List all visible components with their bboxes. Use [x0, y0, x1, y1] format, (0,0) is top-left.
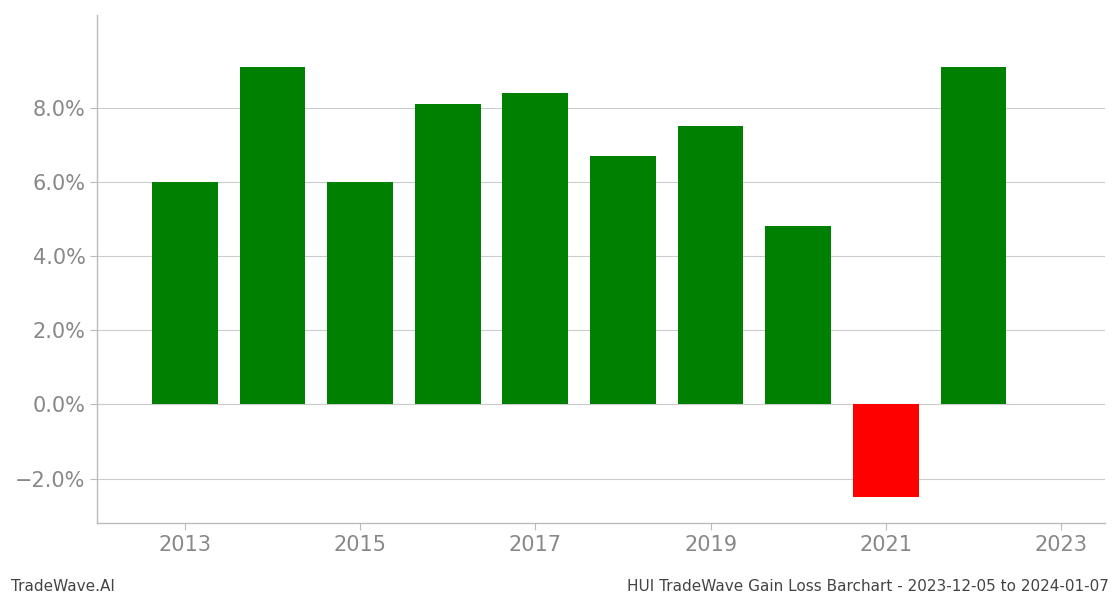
Bar	[327, 182, 393, 404]
Bar	[503, 93, 568, 404]
Bar	[941, 67, 1007, 404]
Bar	[152, 182, 217, 404]
Bar	[853, 404, 918, 497]
Bar	[765, 226, 831, 404]
Bar	[240, 67, 306, 404]
Text: HUI TradeWave Gain Loss Barchart - 2023-12-05 to 2024-01-07: HUI TradeWave Gain Loss Barchart - 2023-…	[627, 579, 1109, 594]
Bar	[590, 156, 656, 404]
Bar	[678, 126, 744, 404]
Bar	[414, 104, 480, 404]
Text: TradeWave.AI: TradeWave.AI	[11, 579, 115, 594]
